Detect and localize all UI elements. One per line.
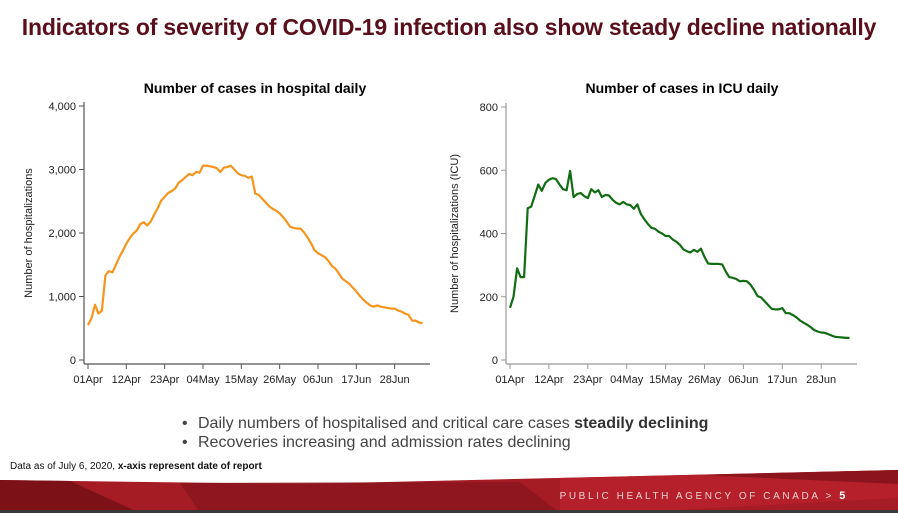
x-tick-label: 26May xyxy=(263,374,297,386)
footer-facet xyxy=(560,470,898,513)
x-tick-label: 12Apr xyxy=(534,374,564,386)
x-tick-label: 23Apr xyxy=(573,374,603,386)
x-tick-label: 28Jun xyxy=(806,374,836,386)
x-tick-label: 04May xyxy=(610,374,644,386)
bullet-item: Recoveries increasing and admission rate… xyxy=(182,433,708,452)
x-tick-label: 15May xyxy=(649,374,683,386)
y-tick-label: 1,000 xyxy=(48,292,76,304)
x-tick-label: 15May xyxy=(225,374,259,386)
bullet-list: Daily numbers of hospitalised and critic… xyxy=(182,414,708,452)
page-number: 5 xyxy=(839,490,848,502)
x-tick-label: 12Apr xyxy=(112,374,142,386)
y-tick-label: 400 xyxy=(480,229,498,241)
agency-name: PUBLIC HEALTH AGENCY OF CANADA xyxy=(559,491,821,502)
separator: > xyxy=(825,491,834,502)
x-tick-label: 01Apr xyxy=(495,374,525,386)
chart-title: Number of cases in ICU daily xyxy=(586,80,779,96)
icu-chart: Number of cases in ICU daily Number of ho… xyxy=(449,80,857,386)
x-tick-label: 01Apr xyxy=(73,374,103,386)
footer-label: PUBLIC HEALTH AGENCY OF CANADA > 5 xyxy=(0,490,848,502)
footer-bottom-line xyxy=(0,510,898,513)
y-tick-label: 200 xyxy=(480,292,498,304)
series-line-hospitalized xyxy=(87,164,423,326)
series-line-icu xyxy=(508,169,850,339)
y-tick-label: 600 xyxy=(480,165,498,177)
chart-title: Number of cases in hospital daily xyxy=(144,80,367,96)
y-tick-label: 4,000 xyxy=(48,101,76,113)
y-tick-label: 800 xyxy=(480,102,498,114)
footer-banner xyxy=(0,470,898,513)
y-axis-label: Number of hospitalizations xyxy=(23,168,35,298)
x-tick-label: 17Jun xyxy=(767,374,797,386)
y-tick-label: 3,000 xyxy=(48,165,76,177)
x-tick-label: 17Jun xyxy=(341,374,371,386)
x-tick-label: 23Apr xyxy=(150,374,180,386)
x-tick-label: 06Jun xyxy=(303,374,333,386)
hospital-chart: Number of cases in hospital daily Number … xyxy=(23,80,430,386)
slide-title: Indicators of severity of COVID-19 infec… xyxy=(21,14,877,40)
y-tick-label: 2,000 xyxy=(48,228,76,240)
x-tick-label: 28Jun xyxy=(380,374,410,386)
x-tick-label: 26May xyxy=(688,374,722,386)
footer-facet xyxy=(0,480,140,513)
y-tick-label: 0 xyxy=(70,355,76,367)
footnote: Data as of July 6, 2020, x-axis represen… xyxy=(10,461,262,472)
y-tick-label: 0 xyxy=(492,355,498,367)
y-axis-label: Number of hospitalizations (ICU) xyxy=(449,154,461,313)
bullet-item: Daily numbers of hospitalised and critic… xyxy=(182,414,708,433)
x-tick-label: 06Jun xyxy=(728,374,758,386)
footer-facet xyxy=(180,482,560,513)
footer-facet xyxy=(700,470,898,484)
x-tick-label: 04May xyxy=(186,374,220,386)
